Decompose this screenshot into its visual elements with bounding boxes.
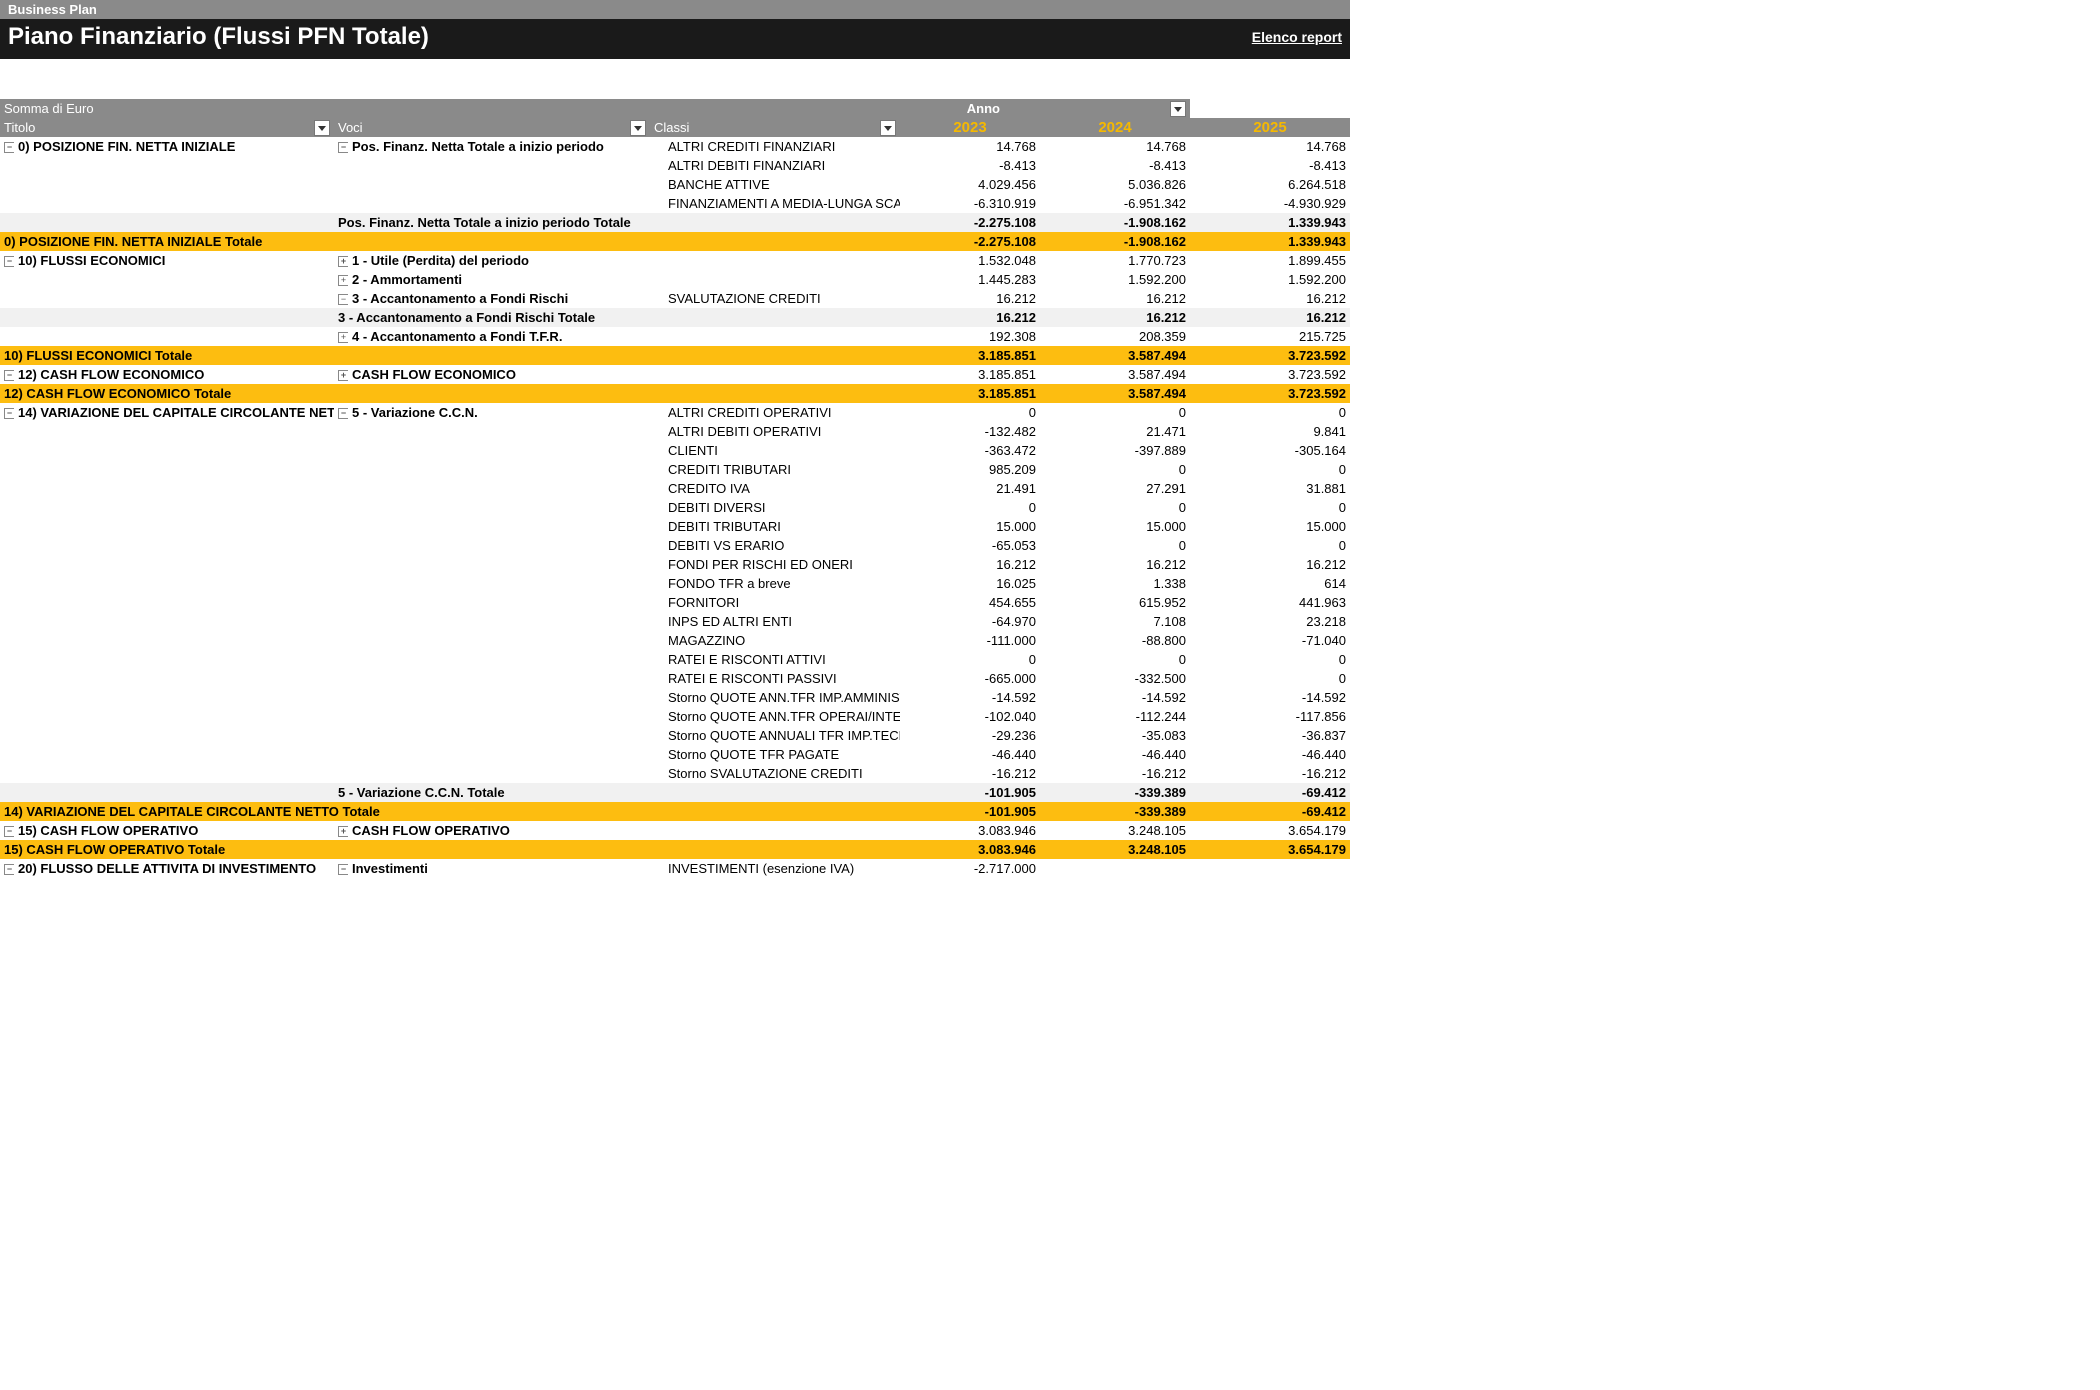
collapse-icon[interactable]: − — [4, 256, 14, 267]
col-voci[interactable]: Voci — [334, 118, 650, 137]
collapse-icon[interactable]: − — [338, 294, 348, 305]
table-row: ALTRI DEBITI FINANZIARI -8.413-8.413-8.4… — [0, 156, 1350, 175]
year-dimension: Anno — [900, 99, 1040, 118]
table-row: Storno QUOTE ANN.TFR OPERAI/INTERI-102.0… — [0, 707, 1350, 726]
table-row: CREDITO IVA21.49127.29131.881 — [0, 479, 1350, 498]
row-s12-total: 12) CASH FLOW ECONOMICO Totale 3.185.851… — [0, 384, 1350, 403]
collapse-icon[interactable]: − — [4, 408, 14, 419]
collapse-icon[interactable]: − — [338, 142, 348, 153]
row-s14-total: 14) VARIAZIONE DEL CAPITALE CIRCOLANTE N… — [0, 802, 1350, 821]
table-row: Storno SVALUTAZIONE CREDITI-16.212-16.21… — [0, 764, 1350, 783]
row-s10-total: 10) FLUSSI ECONOMICI Totale 3.185.8513.5… — [0, 346, 1350, 365]
row-s14-subtotal: 5 - Variazione C.C.N. Totale -101.905-33… — [0, 783, 1350, 802]
collapse-icon[interactable]: − — [338, 408, 348, 419]
table-row: FORNITORI454.655615.952441.963 — [0, 593, 1350, 612]
page-title: Piano Finanziario (Flussi PFN Totale) — [8, 23, 429, 51]
table-row: + 4 - Accantonamento a Fondi T.F.R. 192.… — [0, 327, 1350, 346]
row-s12: − 12) CASH FLOW ECONOMICO + CASH FLOW EC… — [0, 365, 1350, 384]
report-list-link[interactable]: Elenco report — [1252, 29, 1342, 45]
table-row: DEBITI DIVERSI000 — [0, 498, 1350, 517]
row-s10-v3-total: 3 - Accantonamento a Fondi Rischi Totale… — [0, 308, 1350, 327]
row-s10: − 10) FLUSSI ECONOMICI + 1 - Utile (Perd… — [0, 251, 1350, 270]
table-row: MAGAZZINO-111.000-88.800-71.040 — [0, 631, 1350, 650]
year-filter-button[interactable] — [1170, 101, 1186, 117]
table-row: FINANZIAMENTI A MEDIA-LUNGA SCAD -6.310.… — [0, 194, 1350, 213]
collapse-icon[interactable]: − — [4, 142, 14, 153]
expand-icon[interactable]: + — [338, 275, 348, 286]
table-row: FONDI PER RISCHI ED ONERI16.21216.21216.… — [0, 555, 1350, 574]
table-row: DEBITI VS ERARIO-65.05300 — [0, 536, 1350, 555]
row-s0: − 0) POSIZIONE FIN. NETTA INIZIALE − Pos… — [0, 137, 1350, 156]
table-row: ALTRI DEBITI OPERATIVI-132.48221.4719.84… — [0, 422, 1350, 441]
expand-icon[interactable]: + — [338, 370, 348, 381]
report-header: Piano Finanziario (Flussi PFN Totale) El… — [0, 19, 1350, 59]
table-row: RATEI E RISCONTI ATTIVI000 — [0, 650, 1350, 669]
table-row: + 2 - Ammortamenti 1.445.2831.592.2001.5… — [0, 270, 1350, 289]
table-row: RATEI E RISCONTI PASSIVI-665.000-332.500… — [0, 669, 1350, 688]
voci-filter-button[interactable] — [630, 120, 646, 136]
table-row: − 3 - Accantonamento a Fondi Rischi SVAL… — [0, 289, 1350, 308]
table-row: Storno QUOTE TFR PAGATE-46.440-46.440-46… — [0, 745, 1350, 764]
year-2024[interactable]: 2024 — [1040, 118, 1190, 137]
collapse-icon[interactable]: − — [338, 864, 348, 875]
table-row: CLIENTI-363.472-397.889-305.164 — [0, 441, 1350, 460]
classi-filter-button[interactable] — [880, 120, 896, 136]
expand-icon[interactable]: + — [338, 826, 348, 837]
breadcrumb: Business Plan — [0, 0, 1350, 19]
collapse-icon[interactable]: − — [4, 826, 14, 837]
measure-label: Somma di Euro — [0, 99, 334, 118]
table-row: CREDITI TRIBUTARI985.20900 — [0, 460, 1350, 479]
collapse-icon[interactable]: − — [4, 864, 14, 875]
table-row: DEBITI TRIBUTARI15.00015.00015.000 — [0, 517, 1350, 536]
year-2023[interactable]: 2023 — [900, 118, 1040, 137]
table-row: Storno QUOTE ANNUALI TFR IMP.TECN-29.236… — [0, 726, 1350, 745]
row-s15: − 15) CASH FLOW OPERATIVO + CASH FLOW OP… — [0, 821, 1350, 840]
row-s15-total: 15) CASH FLOW OPERATIVO Totale 3.083.946… — [0, 840, 1350, 859]
row-s14: − 14) VARIAZIONE DEL CAPITALE CIRCOLANTE… — [0, 403, 1350, 422]
table-row: BANCHE ATTIVE 4.029.4565.036.8266.264.51… — [0, 175, 1350, 194]
table-row: Storno QUOTE ANN.TFR IMP.AMMINIST-14.592… — [0, 688, 1350, 707]
year-2025[interactable]: 2025 — [1190, 118, 1350, 137]
table-row: FONDO TFR a breve16.0251.338614 — [0, 574, 1350, 593]
col-titolo[interactable]: Titolo — [0, 118, 334, 137]
titolo-filter-button[interactable] — [314, 120, 330, 136]
row-s0-total: 0) POSIZIONE FIN. NETTA INIZIALE Totale … — [0, 232, 1350, 251]
row-s20: − 20) FLUSSO DELLE ATTIVITA DI INVESTIME… — [0, 859, 1350, 878]
col-classi[interactable]: Classi — [650, 118, 900, 137]
pivot-table: Somma di Euro Anno Titolo Voci Classi 20… — [0, 99, 1350, 878]
expand-icon[interactable]: + — [338, 332, 348, 343]
row-s0-subtotal: Pos. Finanz. Netta Totale a inizio perio… — [0, 213, 1350, 232]
collapse-icon[interactable]: − — [4, 370, 14, 381]
table-row: INPS ED ALTRI ENTI-64.9707.10823.218 — [0, 612, 1350, 631]
expand-icon[interactable]: + — [338, 256, 348, 267]
